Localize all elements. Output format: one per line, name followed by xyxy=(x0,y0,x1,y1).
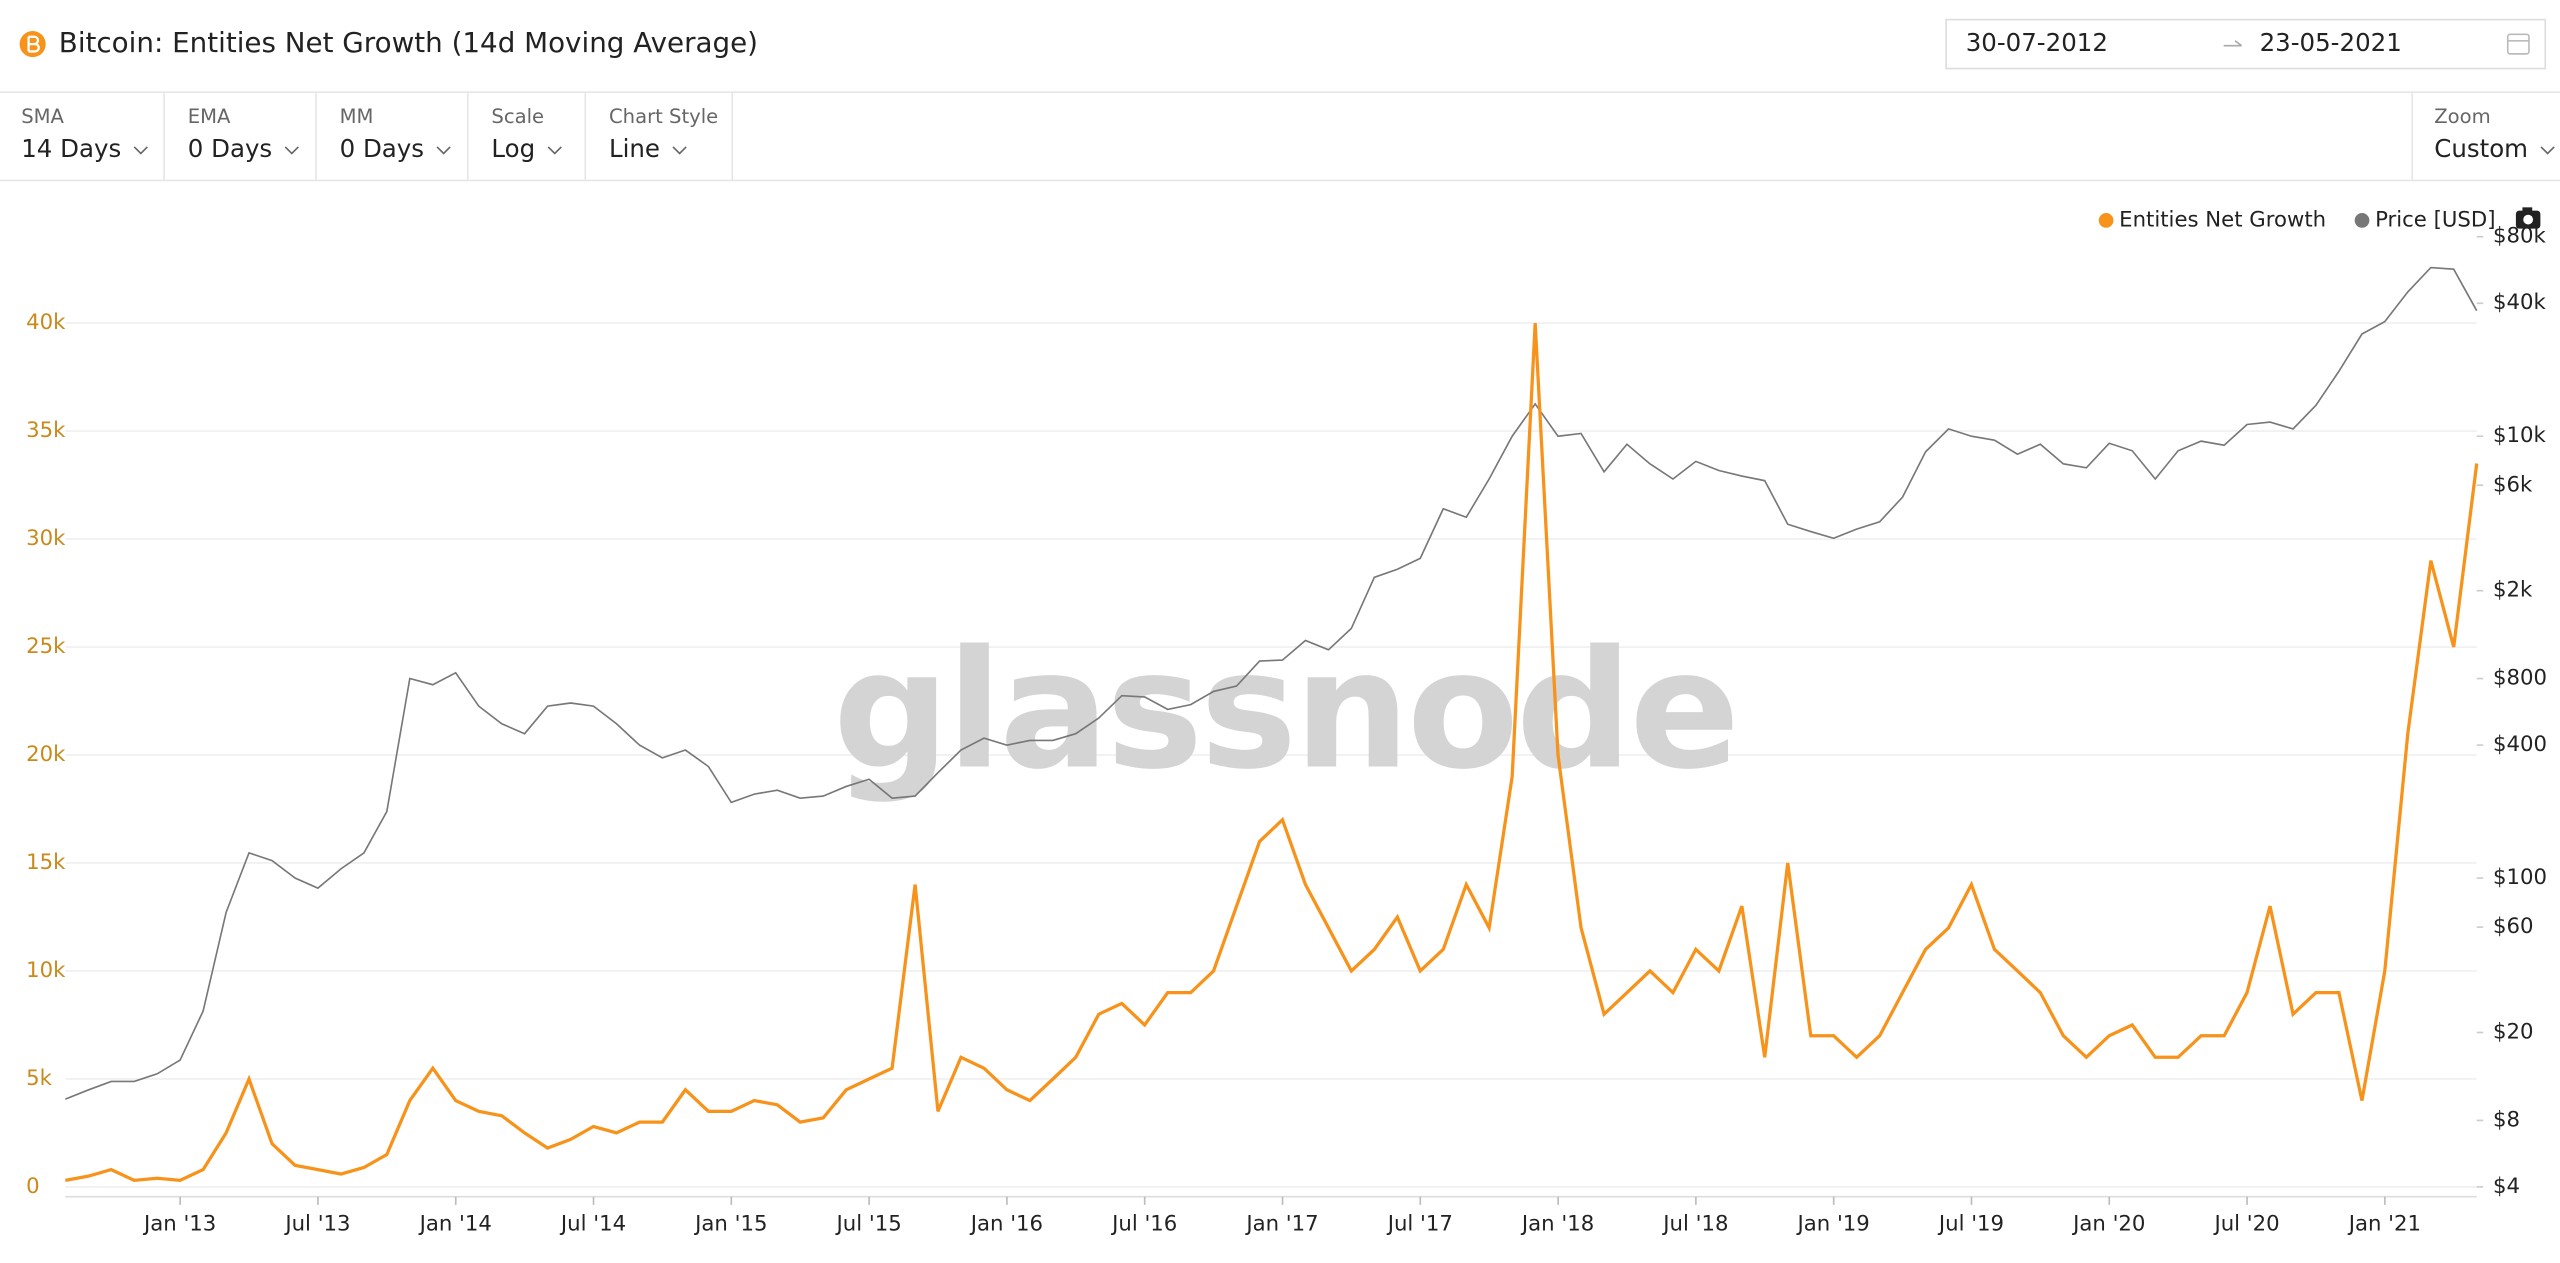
y-tick-label: 35k xyxy=(26,418,66,443)
zoom-value[interactable]: Custom xyxy=(2434,134,2528,163)
x-tick-label: Jul '13 xyxy=(283,1211,350,1236)
chevron xyxy=(133,146,148,155)
date-range[interactable] xyxy=(1945,18,2547,70)
x-tick-label: Jan '18 xyxy=(1520,1211,1594,1236)
date-to[interactable]: 23-05-2021 xyxy=(2260,28,2402,57)
y2-tick-label: $40k xyxy=(2493,290,2547,315)
x-tick-label: Jul '18 xyxy=(1661,1211,1728,1236)
control-label: EMA xyxy=(188,105,231,128)
chevron xyxy=(672,146,687,155)
x-tick-label: Jan '21 xyxy=(2347,1211,2421,1236)
page-title: Bitcoin: Entities Net Growth (14d Moving… xyxy=(59,26,758,59)
y2-tick-label: $60 xyxy=(2493,914,2534,939)
watermark: glassnode xyxy=(833,615,1737,806)
y-tick-label: 25k xyxy=(26,634,66,659)
control-label: MM xyxy=(340,105,374,128)
y-tick-label: 20k xyxy=(26,742,66,767)
chevron xyxy=(436,146,451,155)
x-tick-label: Jan '20 xyxy=(2071,1211,2145,1236)
control-value[interactable]: Log xyxy=(491,134,535,163)
series-line xyxy=(65,323,2479,1183)
y2-tick-label: $100 xyxy=(2493,865,2547,890)
y2-tick-label: $20 xyxy=(2493,1020,2534,1045)
y2-tick-label: $10k xyxy=(2493,423,2547,448)
control-label: Chart Style xyxy=(609,105,718,128)
legend-label[interactable]: Price [USD] xyxy=(2375,207,2495,232)
control-label: Zoom xyxy=(2434,105,2490,128)
x-tick-label: Jan '14 xyxy=(418,1211,492,1236)
date-from[interactable]: 30-07-2012 xyxy=(1966,28,2108,57)
y-tick-label: 15k xyxy=(26,850,66,875)
x-tick-label: Jan '17 xyxy=(1244,1211,1318,1236)
x-tick-label: Jul '14 xyxy=(559,1211,626,1236)
control-value[interactable]: 0 Days xyxy=(340,134,424,163)
control-label: Scale xyxy=(491,105,544,128)
x-tick-label: Jul '16 xyxy=(1110,1211,1177,1236)
x-tick-label: Jul '19 xyxy=(1937,1211,2004,1236)
control-value[interactable]: 0 Days xyxy=(188,134,272,163)
chevron xyxy=(547,146,562,155)
legend-swatch xyxy=(2098,213,2114,228)
x-tick-label: Jul '17 xyxy=(1386,1211,1453,1236)
x-tick-label: Jul '15 xyxy=(835,1211,902,1236)
chevron xyxy=(2540,146,2555,155)
calendar-icon[interactable] xyxy=(2506,33,2530,55)
control-label: SMA xyxy=(21,105,64,128)
x-tick-label: Jan '13 xyxy=(142,1211,216,1236)
x-tick-label: Jul '20 xyxy=(2212,1211,2279,1236)
y2-tick-label: $400 xyxy=(2493,732,2547,757)
bitcoin-glyph xyxy=(27,35,40,53)
y2-tick-label: $80k xyxy=(2493,224,2547,249)
arrow-icon xyxy=(2223,40,2243,47)
y2-tick-label: $6k xyxy=(2493,472,2533,497)
y-tick-label: 40k xyxy=(26,310,66,335)
series-line xyxy=(65,266,2478,1100)
y2-tick-label: $800 xyxy=(2493,666,2547,691)
chevron xyxy=(284,146,299,155)
y2-tick-label: $2k xyxy=(2493,578,2533,603)
control-value[interactable]: 14 Days xyxy=(21,134,121,163)
legend-swatch xyxy=(2354,213,2370,228)
y-tick-label: 5k xyxy=(26,1066,53,1091)
control-value[interactable]: Line xyxy=(609,134,660,163)
x-tick-label: Jan '15 xyxy=(693,1211,767,1236)
y2-tick-label: $8 xyxy=(2493,1107,2520,1132)
y-tick-label: 10k xyxy=(26,958,66,983)
x-tick-label: Jan '16 xyxy=(969,1211,1043,1236)
x-tick-label: Jan '19 xyxy=(1796,1211,1870,1236)
camera-icon[interactable] xyxy=(2515,207,2541,229)
legend-label[interactable]: Entities Net Growth xyxy=(2119,207,2326,232)
y2-tick-label: $4 xyxy=(2493,1174,2520,1199)
y-tick-label: 0 xyxy=(26,1174,40,1199)
y-tick-label: 30k xyxy=(26,526,66,551)
